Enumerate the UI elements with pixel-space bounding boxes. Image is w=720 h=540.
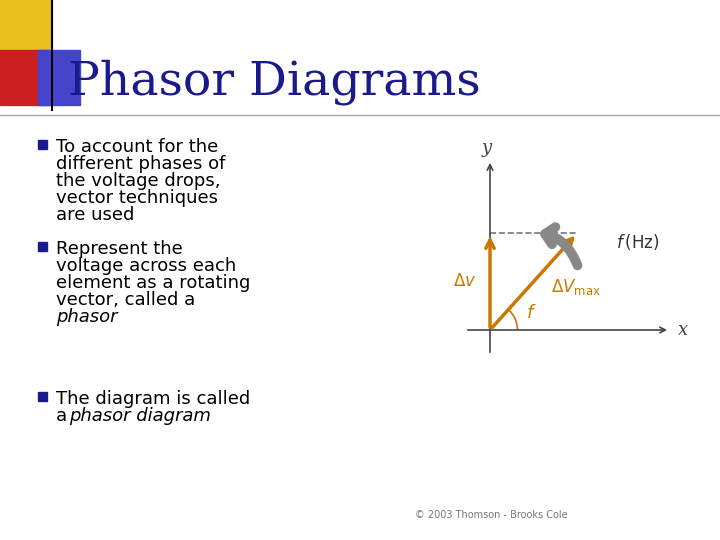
Text: $f\,(\mathrm{Hz})$: $f\,(\mathrm{Hz})$ (616, 232, 660, 252)
Text: © 2003 Thomson - Brooks Cole: © 2003 Thomson - Brooks Cole (415, 510, 567, 520)
Text: element as a rotating: element as a rotating (56, 274, 251, 292)
Bar (38, 50, 80, 105)
Bar (38, 392, 47, 401)
Text: To account for the: To account for the (56, 138, 218, 156)
Bar (0, 50, 52, 105)
Text: Phasor Diagrams: Phasor Diagrams (68, 59, 481, 105)
Text: different phases of: different phases of (56, 155, 225, 173)
Text: phasor: phasor (56, 308, 117, 326)
Text: The diagram is called: The diagram is called (56, 390, 251, 408)
Text: the voltage drops,: the voltage drops, (56, 172, 220, 190)
Text: $f$: $f$ (526, 304, 536, 322)
Text: are used: are used (56, 206, 135, 224)
Text: $\Delta V_{\mathrm{max}}$: $\Delta V_{\mathrm{max}}$ (552, 276, 601, 296)
Text: phasor diagram: phasor diagram (69, 407, 211, 425)
Text: voltage across each: voltage across each (56, 257, 236, 275)
Text: $\Delta v$: $\Delta v$ (453, 273, 476, 290)
Text: vector techniques: vector techniques (56, 189, 218, 207)
Bar (38, 242, 47, 251)
Bar (38, 140, 47, 149)
Text: vector, called a: vector, called a (56, 291, 195, 309)
Text: Represent the: Represent the (56, 240, 183, 258)
Text: y: y (482, 139, 492, 157)
Text: x: x (678, 321, 688, 339)
Text: a: a (56, 407, 73, 425)
Bar (0, 0, 52, 95)
